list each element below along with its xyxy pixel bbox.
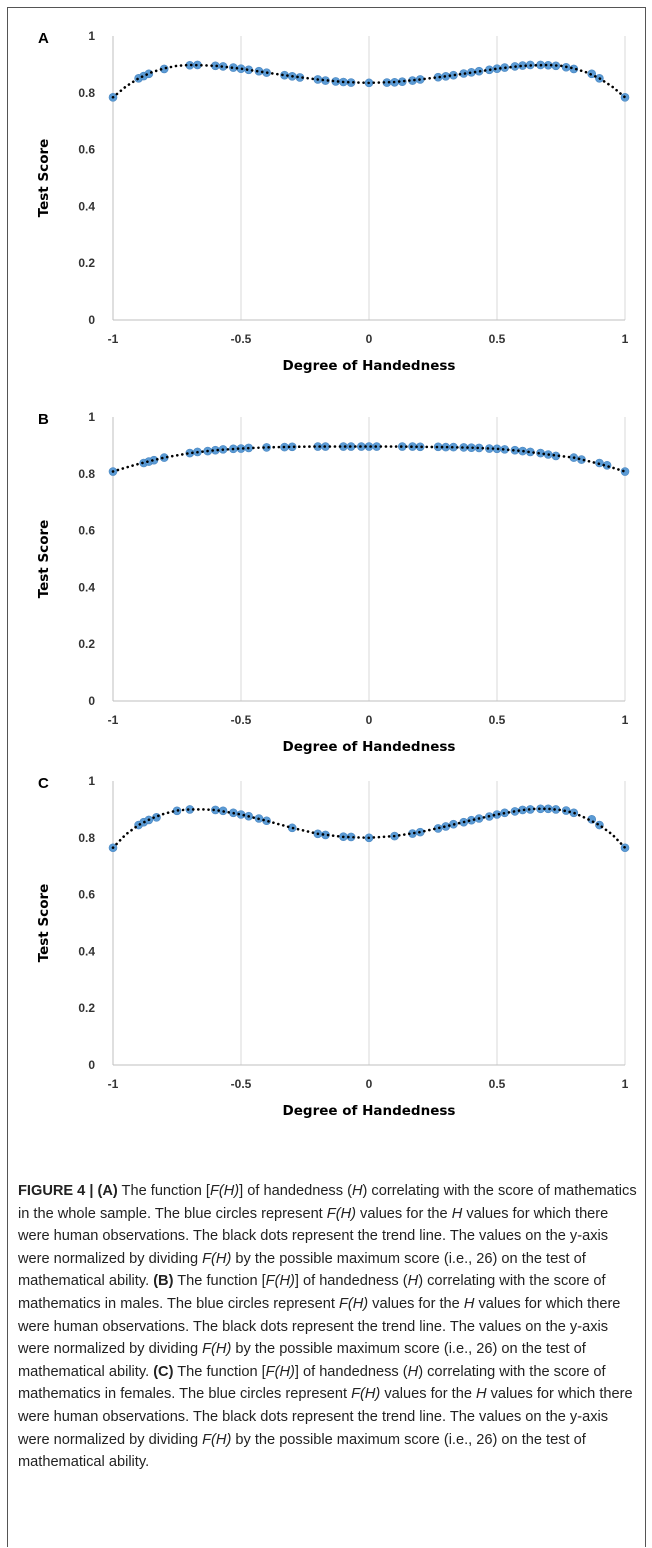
x-axis-title: Degree of Handedness xyxy=(283,1103,456,1119)
y-tick-label: 1 xyxy=(88,29,95,43)
x-tick-label: -0.5 xyxy=(231,713,252,727)
x-tick-label: 1 xyxy=(622,1077,629,1091)
y-tick-label: 0.2 xyxy=(78,1001,95,1015)
x-tick-label: 0 xyxy=(366,713,373,727)
caption-segment: ] of handedness ( xyxy=(294,1363,408,1380)
caption-segment: H xyxy=(407,1273,419,1290)
x-tick-label: 1 xyxy=(622,713,629,727)
y-axis-title: Test Score xyxy=(36,884,52,963)
caption-segment: H xyxy=(407,1363,419,1380)
y-tick-label: 1 xyxy=(88,410,95,424)
y-tick-label: 0.2 xyxy=(78,637,95,651)
y-tick-label: 0.8 xyxy=(78,831,95,845)
y-tick-label: 0 xyxy=(88,1058,95,1072)
chart-panel-a: 0 0.2 0.4 0.6 0.8 1 -1 -0.5 0 0.5 1 Degree of Hande… xyxy=(36,29,630,374)
x-tick-label: 0.5 xyxy=(489,1077,506,1091)
x-tick-label: 1 xyxy=(622,332,629,346)
caption-segment: FIGURE 4 | (A) xyxy=(18,1183,118,1199)
y-tick-label: 0 xyxy=(88,694,95,708)
y-tick-label: 0 xyxy=(88,313,95,327)
caption-segment: by the possible maximum score (i.e., 26)… xyxy=(18,1341,586,1380)
x-tick-label: 0.5 xyxy=(489,332,506,346)
y-tick-label: 0.8 xyxy=(78,86,95,100)
caption-segment: (B) xyxy=(153,1273,174,1290)
y-tick-label: 0.6 xyxy=(78,143,95,157)
caption-segment: ) correlating with the score of mathemat… xyxy=(18,1363,606,1403)
observation-point xyxy=(577,455,586,464)
figure-frame-right xyxy=(645,7,646,1547)
y-tick-label: 0.4 xyxy=(78,944,95,958)
panel-label-a: A xyxy=(38,30,49,47)
caption-segment: ] of handedness ( xyxy=(239,1183,352,1199)
x-tick-label: -0.5 xyxy=(231,332,252,346)
observation-point xyxy=(321,76,330,85)
observation-point xyxy=(321,830,330,840)
observation-point xyxy=(561,806,571,815)
y-tick-label: 0.2 xyxy=(78,256,95,270)
x-tick-label: -1 xyxy=(108,1077,119,1091)
y-tick-label: 0.6 xyxy=(78,888,95,902)
x-tick-label: 0 xyxy=(366,1077,373,1091)
y-tick-label: 1 xyxy=(88,774,95,788)
x-tick-label: -0.5 xyxy=(231,1077,252,1091)
x-tick-label: -1 xyxy=(108,332,119,346)
caption-segment: H xyxy=(463,1295,475,1312)
caption-segment: values for the xyxy=(380,1386,477,1403)
caption-segment: F(H) xyxy=(338,1295,369,1312)
caption-segment: F(H) xyxy=(202,1250,232,1267)
caption-segment: F(H) xyxy=(209,1183,240,1199)
x-tick-label: -1 xyxy=(108,713,119,727)
caption-segment: values for which there were human observ… xyxy=(18,1386,633,1448)
caption-segment: by the possible maximum score (i.e., 26)… xyxy=(18,1250,586,1290)
x-axis-title: Degree of Handedness xyxy=(283,358,456,374)
caption-segment: F(H) xyxy=(351,1386,381,1403)
y-axis-title: Test Score xyxy=(36,139,52,218)
panel-label-c: C xyxy=(38,775,49,792)
y-tick-label: 0.6 xyxy=(78,524,95,538)
trend-line xyxy=(111,445,627,473)
caption-segment: The function [ xyxy=(173,1363,266,1380)
figure-frame-top xyxy=(7,7,645,8)
caption-segment: The function [ xyxy=(173,1273,266,1290)
caption-segment: ] of handedness ( xyxy=(294,1273,408,1290)
chart-panel-b: 0 0.2 0.4 0.6 0.8 1 -1 -0.5 0 0.5 1 Degree of Hande… xyxy=(36,410,630,755)
y-axis-title: Test Score xyxy=(36,520,52,599)
caption-segment: F(H) xyxy=(202,1431,232,1448)
x-tick-label: 0.5 xyxy=(489,713,506,727)
x-axis-title: Degree of Handedness xyxy=(283,739,456,755)
caption-segment: The function [ xyxy=(117,1183,210,1199)
y-tick-label: 0.8 xyxy=(78,467,95,481)
caption-segment: F(H) xyxy=(326,1205,356,1222)
caption-segment: ) correlating with the score of mathemat… xyxy=(18,1273,606,1312)
observation-point xyxy=(620,467,630,476)
caption-segment: values for which there were human observ… xyxy=(18,1295,621,1358)
trend-line xyxy=(111,807,627,849)
caption-segment: (C) xyxy=(153,1363,174,1380)
caption-segment: H xyxy=(476,1386,487,1403)
caption-segment: H xyxy=(351,1183,363,1199)
caption-segment: H xyxy=(451,1205,463,1222)
caption-segment: values for the xyxy=(355,1205,452,1222)
y-tick-label: 0.4 xyxy=(78,580,95,594)
caption-segment: values for the xyxy=(368,1295,464,1312)
x-tick-label: 0 xyxy=(366,332,373,346)
caption-segment: F(H) xyxy=(265,1363,295,1380)
figure-frame-left xyxy=(7,7,8,1547)
caption-segment: values for which there were human observ… xyxy=(18,1205,609,1267)
caption-segment: ) correlating with the score of mathemat… xyxy=(18,1183,637,1222)
caption-segment: F(H) xyxy=(265,1273,295,1290)
figure-caption: FIGURE 4 | (A) The function [F(H)] of ha… xyxy=(18,1180,638,1474)
caption-segment: F(H) xyxy=(202,1341,232,1358)
panel-label-b: B xyxy=(38,411,49,428)
y-tick-label: 0.4 xyxy=(78,199,95,213)
trend-line xyxy=(111,63,627,99)
chart-panel-c: 0 0.2 0.4 0.6 0.8 1 -1 -0.5 0 0.5 1 Degree of Hande… xyxy=(36,774,630,1119)
caption-segment: by the possible maximum score (i.e., 26)… xyxy=(18,1431,586,1471)
